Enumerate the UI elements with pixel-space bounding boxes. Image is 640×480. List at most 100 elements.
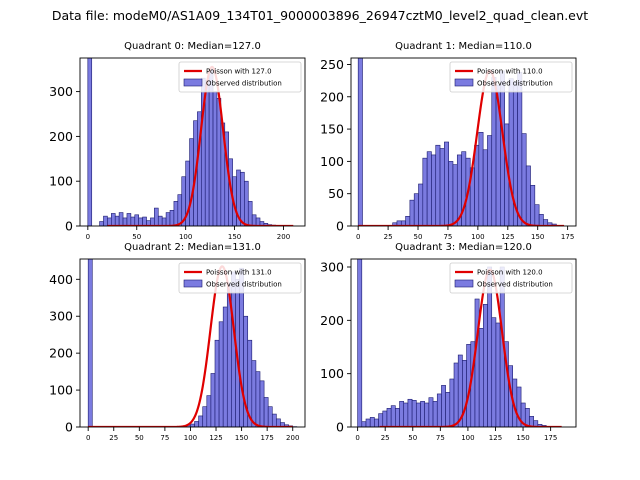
figure-title: Data file: modeM0/AS1A09_134T01_90000038…	[52, 8, 588, 23]
y-tick-label: 250	[320, 57, 344, 72]
histogram-bar	[357, 259, 363, 427]
histogram-bar	[150, 217, 155, 226]
x-tick-label: 175	[544, 434, 557, 442]
x-tick-label: 25	[384, 233, 393, 241]
y-tick-label: 200	[320, 313, 344, 328]
histogram-bar	[462, 360, 467, 427]
histogram-bar	[413, 193, 419, 226]
y-tick-label: 0	[336, 219, 344, 234]
y-tick-label: 300	[49, 309, 73, 324]
histogram-bar	[122, 217, 128, 226]
histogram-bar	[198, 415, 204, 427]
histogram-bar	[173, 201, 179, 226]
y-tick-label: 300	[49, 84, 73, 99]
histogram-bar	[399, 401, 405, 427]
histogram-bar	[525, 165, 531, 226]
histogram-bar	[439, 148, 445, 226]
histogram-bar	[222, 306, 228, 427]
x-tick-label: 150	[531, 233, 544, 241]
histogram-bar	[374, 418, 379, 427]
histogram-bar	[428, 397, 434, 427]
histogram-bar	[482, 149, 488, 226]
panel-quadrant-2: Quadrant 2: Median=131.0 0 100 200 300 400 0 25…	[49, 242, 306, 442]
histogram-bar	[251, 360, 257, 427]
histogram-bar	[87, 259, 93, 427]
histogram-bar	[130, 216, 136, 226]
histogram-bar	[530, 184, 536, 226]
histogram-bar	[259, 380, 265, 427]
x-tick-label: 200	[277, 233, 290, 241]
legend-poisson-label: Poisson with 110.0	[477, 68, 543, 76]
y-tick-label: 0	[65, 420, 73, 435]
histogram-bar	[382, 410, 388, 427]
y-tick-label: 200	[320, 89, 344, 104]
x-tick-label: 0	[86, 233, 90, 241]
histogram-bar	[118, 212, 124, 226]
poisson-curve	[379, 268, 562, 427]
histogram-bar	[478, 132, 484, 226]
legend: Poisson with 131.0 Observed distribution	[178, 262, 302, 294]
histogram-bar	[474, 144, 480, 226]
histogram-bar	[202, 406, 208, 427]
histogram-bar	[251, 214, 257, 226]
histogram-bar	[424, 402, 430, 427]
x-tick-label: 25	[381, 434, 390, 442]
y-tick-label: 100	[49, 174, 73, 189]
x-tick-label: 150	[228, 233, 241, 241]
y-tick-label: 200	[49, 129, 73, 144]
histogram-bars	[87, 259, 298, 427]
y-tick-label: 100	[49, 383, 73, 398]
histogram-bar	[103, 215, 108, 226]
histogram-bar	[126, 213, 132, 226]
x-tick-label: 100	[179, 233, 192, 241]
y-tick-label: 50	[328, 186, 344, 201]
histogram-bar	[267, 406, 273, 427]
histogram-bar	[134, 214, 139, 226]
poisson-curve	[358, 69, 565, 226]
histogram-bar	[534, 204, 540, 226]
histogram-bar	[418, 183, 424, 226]
x-tick-label: 25	[109, 434, 118, 442]
histogram-bar	[204, 80, 210, 226]
legend-poisson-label: Poisson with 120.0	[477, 269, 543, 277]
histogram-bar	[157, 215, 163, 226]
histogram-bars	[87, 58, 280, 226]
histogram-bar	[107, 217, 112, 226]
histogram-bar	[240, 171, 245, 226]
histogram-bar	[390, 405, 396, 427]
histogram-bar	[483, 304, 488, 427]
histogram-bar	[247, 201, 253, 226]
x-tick-label: 0	[355, 434, 359, 442]
legend-poisson-label: Poisson with 127.0	[206, 68, 272, 76]
poisson-curve	[88, 265, 293, 427]
histogram-bar	[405, 216, 411, 226]
histogram-bar	[432, 401, 438, 427]
histogram-bar	[491, 77, 497, 226]
histogram-bar	[420, 401, 425, 427]
x-tick-label: 150	[516, 434, 529, 442]
histogram-bar	[445, 392, 451, 427]
legend-box	[449, 262, 573, 294]
histogram-bar	[216, 98, 222, 226]
histogram-bar	[538, 214, 544, 226]
histogram-bar	[99, 221, 104, 226]
legend: Poisson with 127.0 Observed distribution	[178, 61, 302, 93]
panel-quadrant-0: Quadrant 0: Median=127.0 0 100 200 300 0 50 100…	[49, 41, 306, 241]
x-tick-label: 100	[461, 434, 474, 442]
histogram-bar	[208, 68, 214, 226]
histogram-bar	[452, 164, 458, 226]
histogram-bar	[271, 413, 277, 427]
x-tick-label: 0	[356, 233, 360, 241]
x-tick-label: 50	[135, 434, 144, 442]
histogram-bar	[395, 408, 400, 427]
histogram-bar	[142, 216, 147, 226]
x-tick-label: 175	[561, 233, 574, 241]
histogram-bar	[436, 393, 442, 427]
x-tick-label: 125	[209, 434, 222, 442]
histogram-bar	[87, 58, 93, 226]
histogram-bar	[508, 78, 514, 226]
histogram-bar	[487, 135, 493, 226]
histogram-bar	[453, 362, 459, 427]
x-tick-label: 125	[501, 233, 514, 241]
